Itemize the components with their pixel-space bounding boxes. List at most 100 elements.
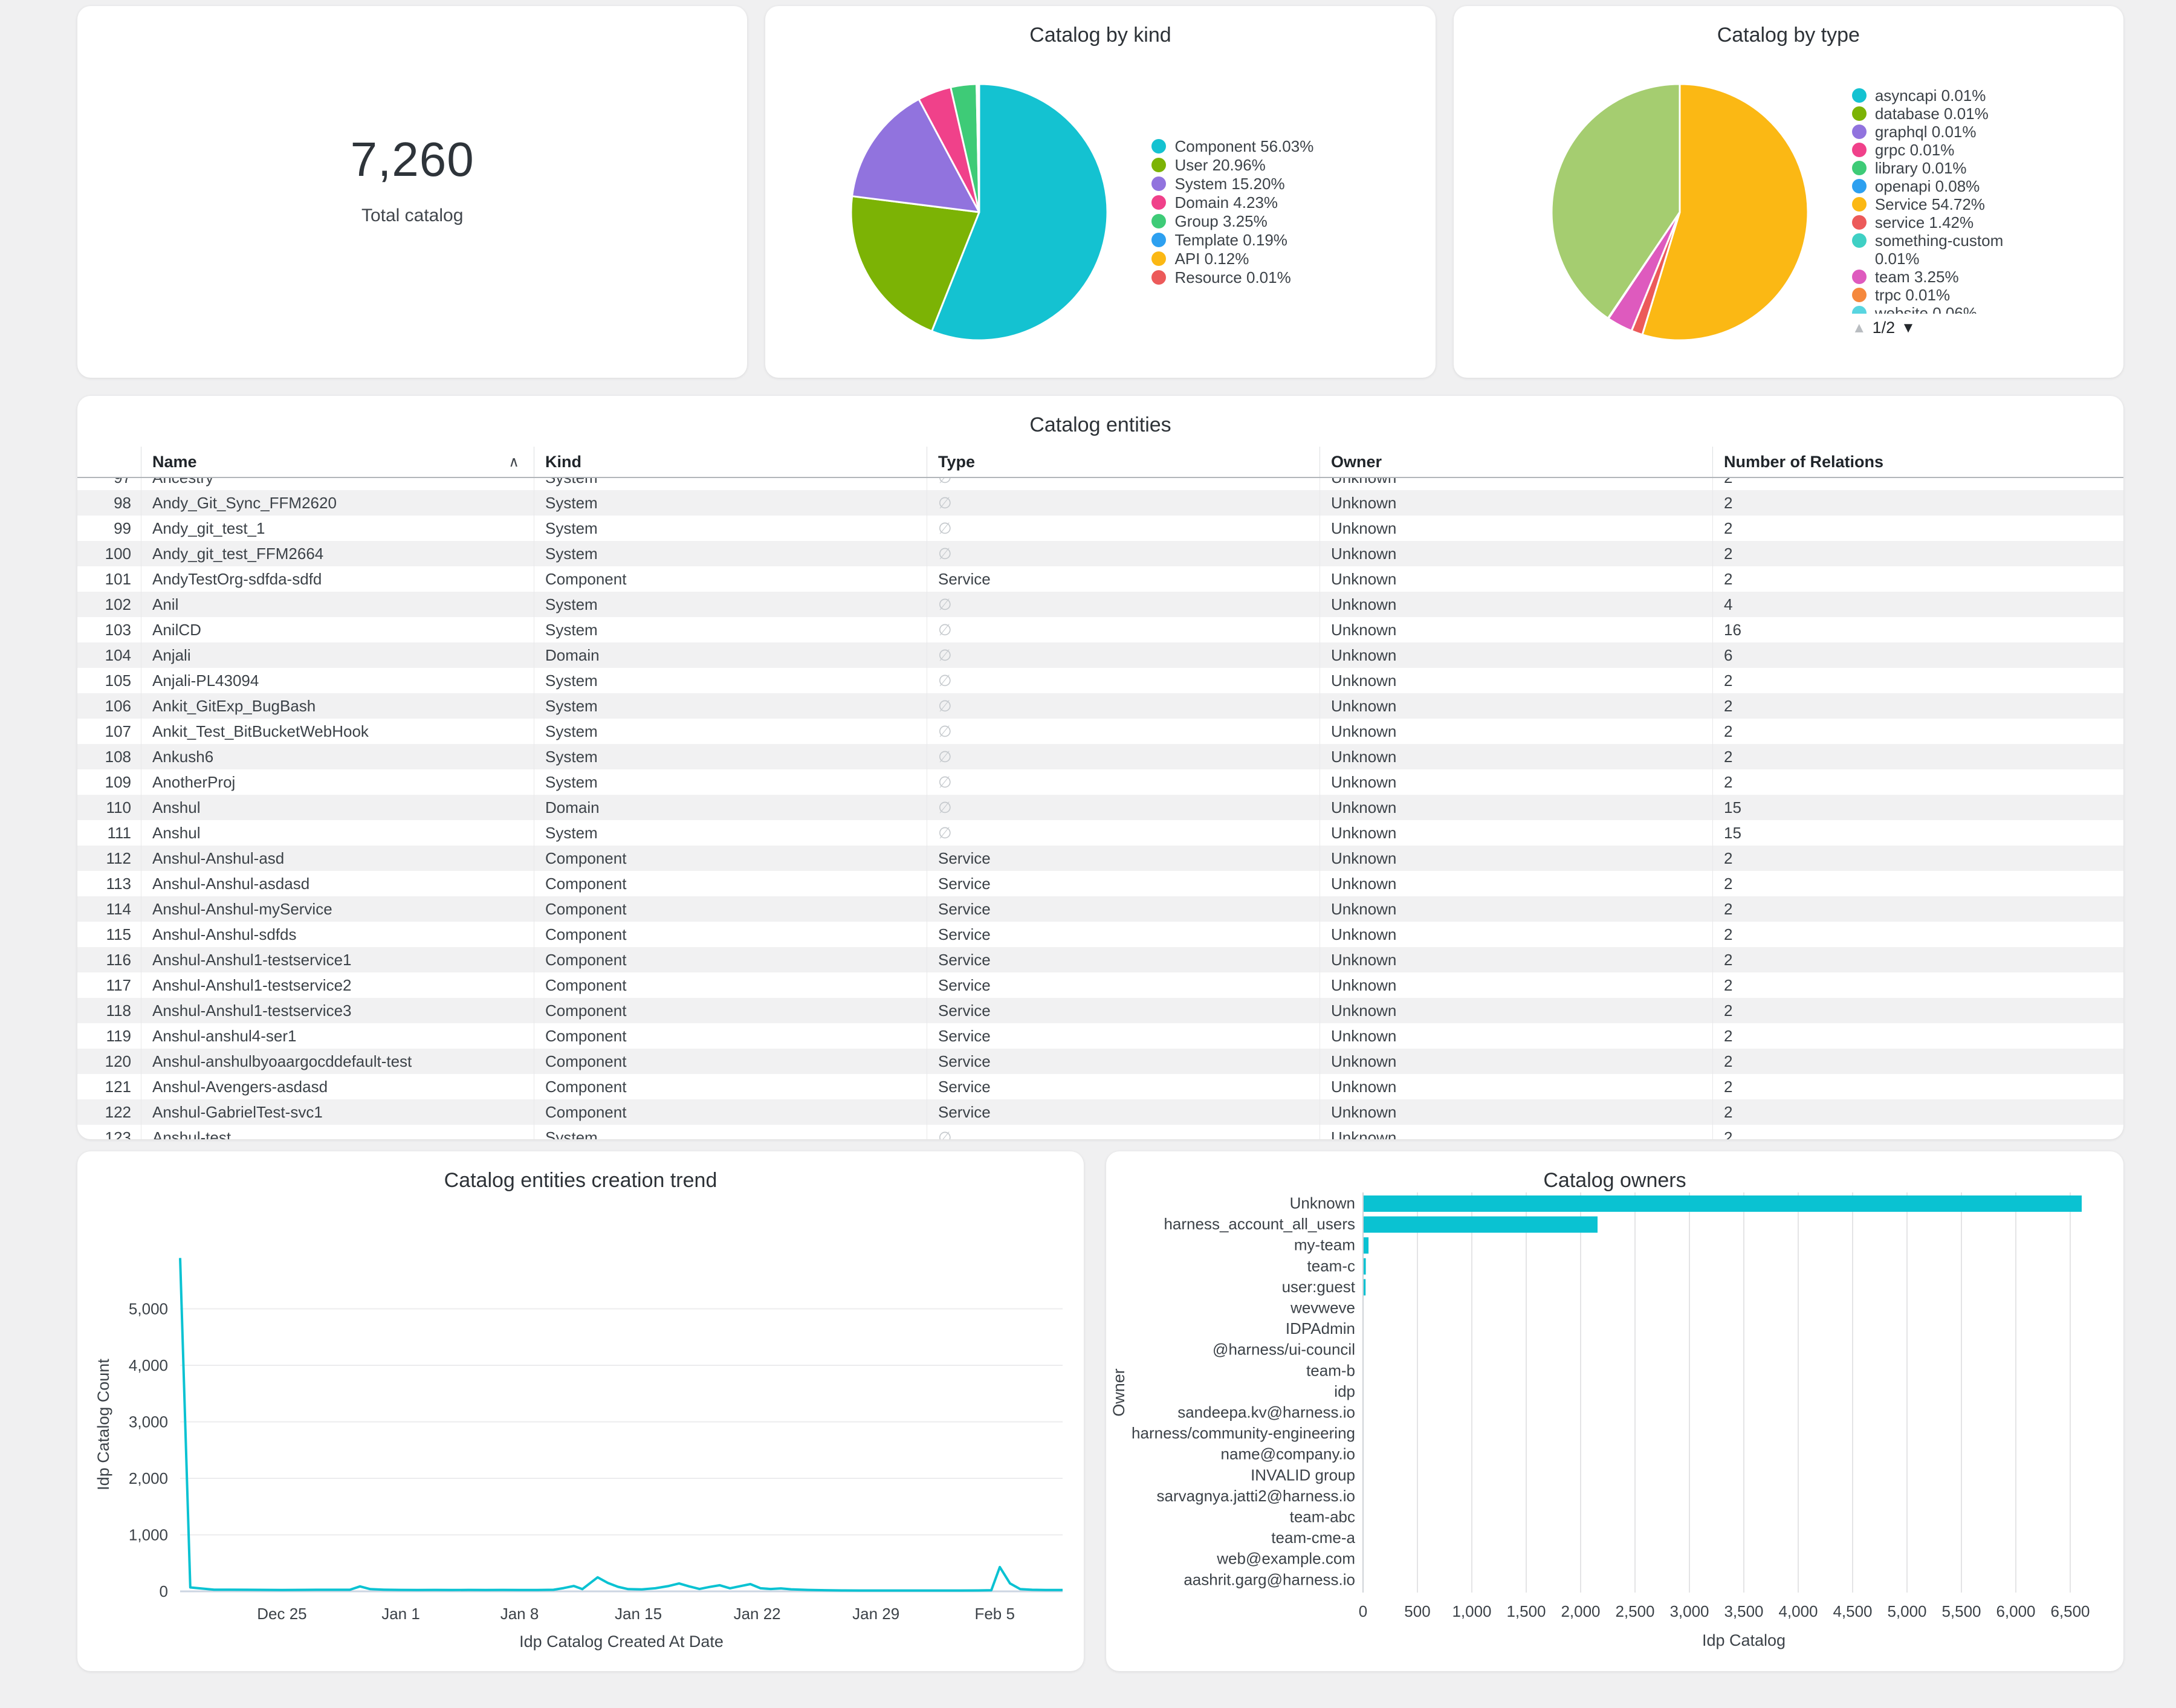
- table-row[interactable]: 109 AnotherProj System ∅ Unknown 2: [77, 769, 2123, 795]
- svg-text:name@company.io: name@company.io: [1221, 1445, 1355, 1463]
- legend-dot-icon: [1851, 179, 1867, 193]
- cell-kind: Component: [534, 947, 927, 972]
- legend-item[interactable]: library 0.01%: [1851, 159, 2033, 177]
- table-row[interactable]: 106 Ankit_GitExp_BugBash System ∅ Unknown 2: [77, 693, 2123, 719]
- table-row[interactable]: 121 Anshul-Avengers-asdasd Component Servic…: [77, 1074, 2123, 1099]
- svg-text:1,500: 1,500: [1506, 1602, 1546, 1620]
- legend-next-icon[interactable]: ▼: [1901, 319, 1915, 336]
- table-row[interactable]: 111 Anshul System ∅ Unknown 15: [77, 820, 2123, 846]
- legend-dot-icon: [1851, 288, 1867, 302]
- legend-item[interactable]: team 3.25%: [1851, 268, 2033, 286]
- legend-dot-icon: [1851, 161, 1867, 175]
- legend-item[interactable]: Template 0.19%: [1151, 231, 1357, 250]
- header-owner[interactable]: Owner: [1320, 447, 1712, 477]
- cell-owner: Unknown: [1320, 1023, 1712, 1049]
- table-row[interactable]: 122 Anshul-GabrielTest-svc1 Component Servi…: [77, 1099, 2123, 1125]
- legend-item[interactable]: service 1.42%: [1851, 213, 2033, 231]
- cell-kind: System: [534, 693, 927, 719]
- svg-text:harness/community-engineering: harness/community-engineering: [1132, 1424, 1355, 1442]
- table-row[interactable]: 115 Anshul-Anshul-sdfds Component Service Un…: [77, 922, 2123, 947]
- legend-label: System 15.20%: [1174, 174, 1285, 193]
- header-name[interactable]: Name ∧: [141, 447, 534, 477]
- table-row[interactable]: 102 Anil System ∅ Unknown 4: [77, 592, 2123, 617]
- cell-relations: 2: [1712, 541, 2123, 566]
- svg-text:idp: idp: [1334, 1382, 1355, 1400]
- legend-item[interactable]: Domain 4.23%: [1151, 193, 1357, 212]
- cell-type: ∅: [927, 668, 1320, 693]
- svg-text:web@example.com: web@example.com: [1216, 1550, 1355, 1568]
- table-row[interactable]: 112 Anshul-Anshul-asd Component Service Unkn…: [77, 846, 2123, 871]
- svg-text:Jan 29: Jan 29: [852, 1605, 899, 1623]
- legend-item[interactable]: grpc 0.01%: [1851, 141, 2033, 159]
- cell-owner: Unknown: [1320, 947, 1712, 972]
- table-row[interactable]: 116 Anshul-Anshul1-testservice1 Component S…: [77, 947, 2123, 972]
- table-row[interactable]: 123 Anshul-test System ∅ Unknown 2: [77, 1125, 2123, 1139]
- row-index: 104: [105, 645, 131, 664]
- table-row[interactable]: 120 Anshul-anshulbyoaargocddefault-test Co…: [77, 1049, 2123, 1074]
- legend-item[interactable]: trpc 0.01%: [1851, 286, 2033, 304]
- table-row[interactable]: 118 Anshul-Anshul1-testservice3 Component S…: [77, 998, 2123, 1023]
- table-row[interactable]: 119 Anshul-anshul4-ser1 Component Service Un…: [77, 1023, 2123, 1049]
- cell-owner: Unknown: [1320, 922, 1712, 947]
- svg-text:4,500: 4,500: [1833, 1602, 1872, 1620]
- legend-prev-icon[interactable]: ▲: [1851, 319, 1867, 336]
- cell-relations: 2: [1712, 478, 2123, 490]
- cell-owner: Unknown: [1320, 478, 1712, 490]
- legend-dot-icon: [1151, 176, 1167, 191]
- legend-dot-icon: [1151, 195, 1167, 210]
- table-body[interactable]: 97AncestrySystem∅Unknown298Andy_Git_Sync…: [77, 478, 2123, 1139]
- table-row[interactable]: 103 AnilCD System ∅ Unknown 16: [77, 617, 2123, 642]
- cell-kind: Domain: [534, 795, 927, 820]
- legend-item[interactable]: Component 56.03%: [1151, 137, 1357, 156]
- svg-text:@harness/ui-council: @harness/ui-council: [1213, 1341, 1355, 1359]
- cell-type: Service: [927, 846, 1320, 871]
- legend-item[interactable]: Resource 0.01%: [1151, 268, 1357, 287]
- legend-item[interactable]: graphql 0.01%: [1851, 123, 2033, 141]
- cell-relations: 2: [1712, 516, 2123, 541]
- header-kind[interactable]: Kind: [534, 447, 927, 477]
- table-row[interactable]: 107 Ankit_Test_BitBucketWebHook System ∅ Unk…: [77, 719, 2123, 744]
- cell-name: Ankit_Test_BitBucketWebHook: [141, 719, 534, 744]
- table-row[interactable]: 104 Anjali Domain ∅ Unknown 6: [77, 642, 2123, 668]
- table-row[interactable]: 108 Ankush6 System ∅ Unknown 2: [77, 744, 2123, 769]
- row-index: 121: [105, 1077, 131, 1096]
- cell-kind: Component: [534, 1023, 927, 1049]
- cell-kind: System: [534, 516, 927, 541]
- row-index: 107: [105, 722, 131, 740]
- cell-relations: 2: [1712, 922, 2123, 947]
- legend-item[interactable]: asyncapi 0.01%: [1851, 86, 2033, 105]
- cell-owner: Unknown: [1320, 642, 1712, 668]
- legend-item[interactable]: Service 54.72%: [1851, 195, 2033, 213]
- cell-name: Anil: [141, 592, 534, 617]
- header-relations[interactable]: Number of Relations: [1712, 447, 2123, 477]
- cell-kind: System: [534, 490, 927, 516]
- table-row[interactable]: 105 Anjali-PL43094 System ∅ Unknown 2: [77, 668, 2123, 693]
- legend-item[interactable]: openapi 0.08%: [1851, 177, 2033, 195]
- table-row[interactable]: 114 Anshul-Anshul-myService Component Servi…: [77, 896, 2123, 922]
- legend-dot-icon: [1151, 270, 1167, 285]
- table-row[interactable]: 110 Anshul Domain ∅ Unknown 15: [77, 795, 2123, 820]
- table-row[interactable]: 100 Andy_git_test_FFM2664 System ∅ Unknown 2: [77, 541, 2123, 566]
- svg-text:wevweve: wevweve: [1290, 1299, 1355, 1317]
- row-index: 119: [106, 1026, 131, 1045]
- legend-item[interactable]: something-custom 0.01%: [1851, 231, 2033, 268]
- cell-relations: 2: [1712, 1023, 2123, 1049]
- cell-type: ∅: [927, 693, 1320, 719]
- legend-item[interactable]: website 0.06%: [1851, 304, 2033, 314]
- table-row[interactable]: 98 Andy_Git_Sync_FFM2620 System ∅ Unknown 2: [77, 490, 2123, 516]
- legend-item[interactable]: User 20.96%: [1151, 156, 1357, 175]
- legend-item[interactable]: API 0.12%: [1151, 250, 1357, 268]
- legend-item[interactable]: database 0.01%: [1851, 105, 2033, 123]
- legend-item[interactable]: System 15.20%: [1151, 175, 1357, 193]
- table-row[interactable]: 101 AndyTestOrg-sdfda-sdfd Component Servic…: [77, 566, 2123, 592]
- sort-ascending-icon[interactable]: ∧: [508, 453, 519, 470]
- cell-type: ∅: [927, 744, 1320, 769]
- table-row[interactable]: 117 Anshul-Anshul1-testservice2 Component S…: [77, 972, 2123, 998]
- cell-type: ∅: [927, 1125, 1320, 1139]
- legend-item[interactable]: Group 3.25%: [1151, 212, 1357, 231]
- table-row[interactable]: 113 Anshul-Anshul-asdasd Component Service U…: [77, 871, 2123, 896]
- header-type[interactable]: Type: [927, 447, 1320, 477]
- table-row[interactable]: 99 Andy_git_test_1 System ∅ Unknown 2: [77, 516, 2123, 541]
- cell-name: Anshul-Anshul-myService: [141, 896, 534, 922]
